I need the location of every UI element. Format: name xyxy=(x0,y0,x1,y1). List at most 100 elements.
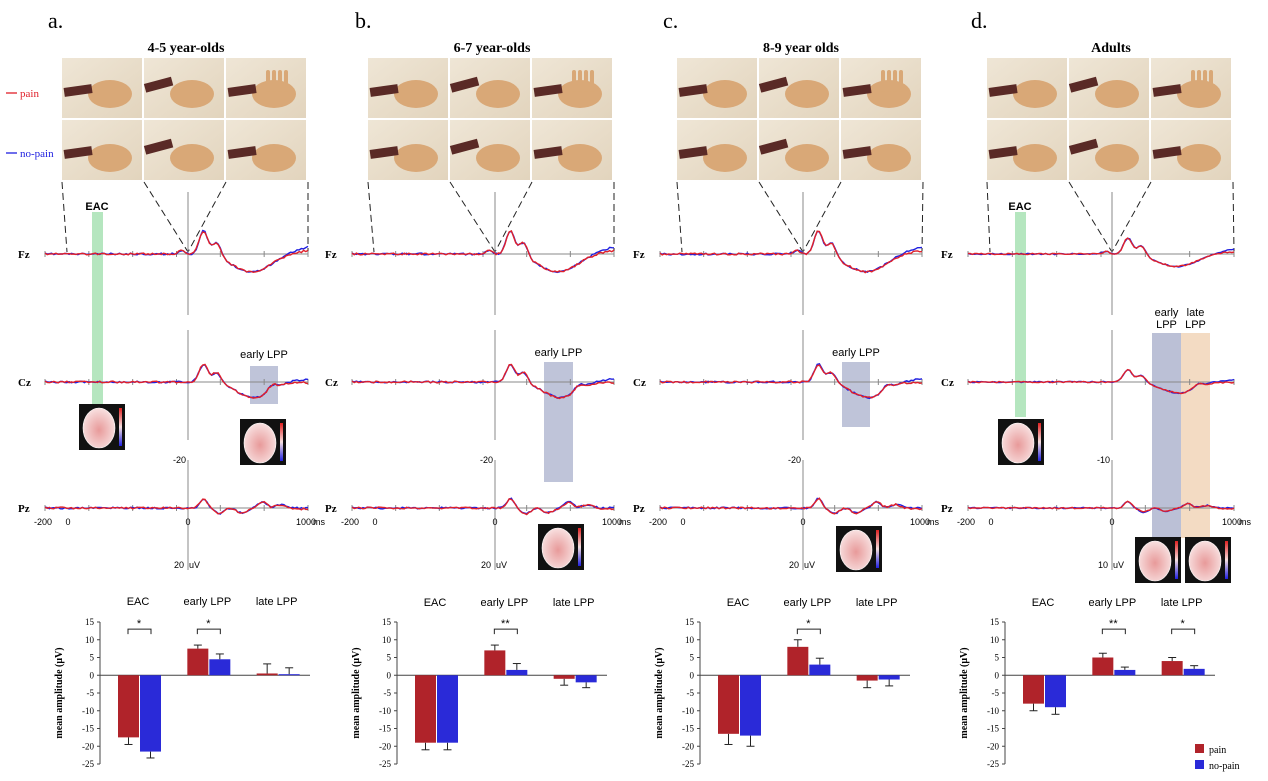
bar-y-tick-label: 10 xyxy=(990,635,1000,645)
early-lpp-label: early LPP xyxy=(1155,307,1179,331)
bar-y-tick-label: 0 xyxy=(387,670,392,680)
significance-mark: ** xyxy=(1109,618,1118,630)
stimulus-photo xyxy=(758,58,839,118)
tick-label: 1000 xyxy=(602,517,622,527)
stimulus-photo xyxy=(677,58,757,118)
bar-y-axis-label: mean amplitude (μV) xyxy=(351,647,362,738)
early-lpp-band xyxy=(1152,333,1181,538)
stimulus-photo xyxy=(1068,120,1149,180)
bar-category-label: early LPP xyxy=(1088,597,1136,609)
significance-mark: * xyxy=(1181,618,1186,630)
bar-nopain xyxy=(575,675,597,683)
stimulus-photo xyxy=(226,120,306,180)
bar-nopain xyxy=(809,664,831,676)
scale-label-top: -20 xyxy=(480,455,493,465)
bar-y-tick-label: 0 xyxy=(995,670,1000,680)
bar-nopain xyxy=(740,675,761,736)
electrode-label: Cz xyxy=(325,377,338,389)
pain-waveform xyxy=(44,363,309,399)
legend-nopain-label: no-pain xyxy=(20,148,54,160)
bar-pain xyxy=(553,675,575,679)
bar-y-axis-label: mean amplitude (μV) xyxy=(654,647,665,738)
tick-label: 0 xyxy=(988,517,993,527)
panel-title: 8-9 year olds xyxy=(763,41,840,56)
stimulus-photo xyxy=(226,58,306,118)
topomap-early-lpp xyxy=(1135,537,1181,583)
pain-waveform xyxy=(44,231,309,274)
scale-label-top: -20 xyxy=(173,455,186,465)
tick-label: 0 xyxy=(185,517,190,527)
bar-y-tick-label: -15 xyxy=(379,724,391,734)
bar-category-label: EAC xyxy=(127,596,150,608)
electrode-label: Pz xyxy=(18,503,30,515)
bar-category-label: late LPP xyxy=(256,596,298,608)
electrode-label: Fz xyxy=(325,249,337,261)
scale-label-bottom: 20 xyxy=(174,560,184,570)
electrode-label: Pz xyxy=(941,503,953,515)
stimulus-photo xyxy=(677,120,757,180)
bar-pain xyxy=(415,675,436,743)
bar-y-tick-label: -10 xyxy=(682,706,694,716)
connector-line xyxy=(367,181,375,253)
bar-y-tick-label: -25 xyxy=(82,759,94,769)
bar-nopain xyxy=(140,675,161,752)
significance-mark: * xyxy=(137,618,142,630)
tick-unit: ms xyxy=(927,517,939,527)
bar-category-label: early LPP xyxy=(480,597,528,609)
electrode-label: Cz xyxy=(633,377,646,389)
bar-nopain xyxy=(506,669,528,676)
electrode-label: Fz xyxy=(633,249,645,261)
scale-unit: uV xyxy=(496,560,507,570)
eac-label: EAC xyxy=(85,201,108,213)
electrode-label: Pz xyxy=(633,503,645,515)
bar-category-label: late LPP xyxy=(1161,597,1203,609)
bar-y-tick-label: -10 xyxy=(379,706,391,716)
bar-y-tick-label: -10 xyxy=(82,706,94,716)
pain-waveform xyxy=(659,364,923,399)
early-lpp-label: early LPP xyxy=(535,347,583,359)
stimulus-photo xyxy=(532,120,612,180)
stimulus-photo xyxy=(368,58,448,118)
bar-y-tick-label: -15 xyxy=(987,724,999,734)
connector-line xyxy=(986,181,991,253)
connector-line xyxy=(802,181,842,253)
tick-label: -200 xyxy=(649,517,667,527)
bar-y-axis-label: mean amplitude (μV) xyxy=(959,647,970,738)
legend-nopain-label: no-pain xyxy=(1209,761,1240,772)
connector-line xyxy=(921,181,924,253)
tick-label: 0 xyxy=(372,517,377,527)
bar-y-tick-label: -5 xyxy=(384,688,392,698)
stimulus-photo xyxy=(987,58,1067,118)
stimulus-photo xyxy=(1151,120,1231,180)
early-lpp-label: early LPP xyxy=(240,349,288,361)
pain-waveform xyxy=(659,497,923,515)
eac-label: EAC xyxy=(1008,201,1031,213)
tick-label: 1000 xyxy=(910,517,930,527)
bar-nopain xyxy=(1045,675,1066,708)
pain-waveform xyxy=(659,230,923,274)
electrode-label: Fz xyxy=(18,249,30,261)
electrode-label: Cz xyxy=(18,377,31,389)
tick-unit: ms xyxy=(313,517,325,527)
legend-pain-label: pain xyxy=(1209,745,1226,756)
connector-line xyxy=(1111,181,1152,253)
scale-label-bottom: 20 xyxy=(789,560,799,570)
significance-bracket xyxy=(1171,628,1196,635)
bar-category-label: EAC xyxy=(727,597,750,609)
tick-label: 0 xyxy=(800,517,805,527)
tick-unit: ms xyxy=(1239,517,1251,527)
connector-line xyxy=(758,181,804,253)
tick-label: 0 xyxy=(492,517,497,527)
connector-line xyxy=(1068,181,1113,253)
scale-unit: uV xyxy=(804,560,815,570)
stimulus-photo xyxy=(62,58,142,118)
bar-nopain xyxy=(1183,668,1205,676)
pain-waveform xyxy=(351,497,615,516)
panel-letter: b. xyxy=(355,8,372,33)
bar-y-tick-label: -5 xyxy=(992,688,1000,698)
bar-category-label: EAC xyxy=(1032,597,1055,609)
legend-pain-label: pain xyxy=(20,88,39,100)
significance-bracket xyxy=(796,628,821,635)
stimulus-photo xyxy=(841,120,921,180)
